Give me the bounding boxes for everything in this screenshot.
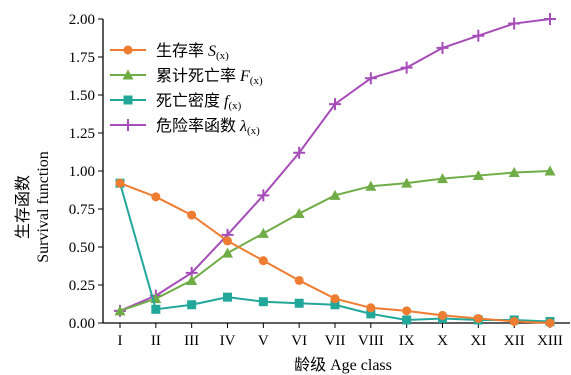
series-1-point bbox=[545, 318, 555, 328]
series-3-point bbox=[151, 304, 161, 314]
series-4-point bbox=[257, 189, 270, 202]
series-4-point bbox=[364, 72, 377, 85]
series-4-point bbox=[400, 61, 413, 74]
series-3-point bbox=[223, 292, 232, 302]
legend-item-2: 累计死亡率 F(x) bbox=[110, 67, 263, 87]
series-1-point bbox=[294, 275, 304, 285]
x-tick-label: III bbox=[184, 333, 199, 349]
series-4-point bbox=[329, 98, 341, 111]
series-2-point bbox=[222, 247, 233, 258]
legend-label-subscript: (x) bbox=[228, 100, 241, 112]
series-1-point bbox=[187, 210, 197, 220]
y-axis-title-en: Survival function bbox=[35, 151, 52, 263]
series-2-point bbox=[114, 305, 126, 316]
x-tick-label: XIII bbox=[537, 333, 563, 349]
series-4-line bbox=[119, 18, 551, 312]
series-2-point bbox=[365, 180, 377, 191]
legend-label-symbol: f bbox=[224, 93, 231, 110]
series-1-point bbox=[438, 310, 447, 320]
series-2-point bbox=[257, 227, 269, 238]
y-tick-label: 0.50 bbox=[69, 240, 95, 256]
legend-label-cn: 危险率函数 bbox=[156, 117, 240, 135]
y-tick-label: 0.00 bbox=[69, 316, 95, 332]
legend-marker bbox=[123, 95, 133, 105]
series-4-point bbox=[472, 29, 485, 42]
series-4-point bbox=[544, 13, 556, 25]
legend-label-cn: 死亡密度 bbox=[156, 92, 224, 110]
x-tick-label: VIII bbox=[358, 333, 384, 349]
legend-item-4: 危险率函数 λ(x) bbox=[110, 117, 260, 137]
legend-label-symbol: λ bbox=[239, 118, 247, 135]
series-3-point bbox=[402, 315, 412, 325]
legend-label-subscript: (x) bbox=[216, 50, 229, 62]
y-axis-title-cn: 生存函数 bbox=[14, 175, 32, 239]
x-tick-label: X bbox=[437, 333, 448, 349]
series-2-point bbox=[329, 189, 341, 200]
legend-marker bbox=[122, 69, 134, 80]
legend-label-subscript: (x) bbox=[247, 125, 260, 137]
legend-label: 累计死亡率 F(x) bbox=[156, 67, 263, 87]
series-1-point bbox=[258, 256, 268, 266]
x-tick-label: IX bbox=[399, 333, 415, 349]
x-tick-label: I bbox=[118, 333, 123, 349]
y-tick-label: 0.75 bbox=[69, 202, 95, 218]
x-tick-label: VII bbox=[325, 333, 346, 349]
y-tick-label: 2.00 bbox=[69, 12, 95, 28]
series-2-point bbox=[437, 173, 448, 184]
y-tick-label: 1.50 bbox=[69, 88, 95, 104]
legend-label-symbol: F bbox=[239, 68, 250, 85]
x-tick-label: V bbox=[258, 333, 269, 349]
legend-item-3: 死亡密度 f(x) bbox=[110, 92, 242, 112]
y-axis-title-group: 生存函数 Survival function bbox=[14, 151, 52, 263]
y-tick-label: 0.25 bbox=[69, 278, 95, 294]
legend-marker bbox=[123, 45, 133, 55]
series-2-point bbox=[508, 167, 520, 178]
series-3-point bbox=[258, 297, 268, 307]
x-tick-label: VI bbox=[291, 333, 307, 349]
series-1-point bbox=[151, 192, 161, 202]
legend-label-cn: 累计死亡率 bbox=[156, 67, 240, 85]
series-2-point bbox=[293, 208, 305, 219]
series-1-point bbox=[223, 236, 232, 246]
series-2-point bbox=[186, 274, 198, 285]
series-2-point bbox=[544, 165, 556, 176]
series-1-point bbox=[509, 316, 519, 326]
series-3 bbox=[115, 178, 555, 326]
y-tick-label: 1.25 bbox=[69, 126, 95, 142]
y-tick-label: 1.00 bbox=[69, 164, 95, 180]
y-tick-label: 1.75 bbox=[69, 50, 95, 66]
x-tick-label: II bbox=[151, 333, 161, 349]
series-2 bbox=[114, 165, 556, 316]
series-4-point bbox=[436, 41, 449, 54]
series-3-point bbox=[187, 300, 197, 310]
series-4-point bbox=[293, 146, 306, 159]
series-4-point bbox=[508, 17, 521, 30]
x-tick-label: IV bbox=[220, 333, 236, 349]
x-tick-label: XI bbox=[470, 333, 486, 349]
series-1-point bbox=[402, 306, 412, 316]
series-2-point bbox=[401, 177, 413, 188]
series-3-point bbox=[330, 300, 340, 310]
legend-label-subscript: (x) bbox=[250, 75, 263, 87]
legend-label-cn: 生存率 bbox=[156, 42, 208, 60]
series-1-point bbox=[330, 294, 340, 304]
series-1-point bbox=[115, 178, 125, 188]
legend-label: 死亡密度 f(x) bbox=[156, 92, 242, 112]
series-2-point bbox=[472, 170, 484, 181]
series-1-point bbox=[473, 313, 483, 323]
legend-item-1: 生存率 S(x) bbox=[110, 42, 229, 62]
legend-label: 危险率函数 λ(x) bbox=[156, 117, 260, 137]
x-tick-label: XII bbox=[504, 333, 525, 349]
legend-label: 生存率 S(x) bbox=[156, 42, 229, 62]
series-3-point bbox=[294, 298, 304, 308]
legend-label-symbol: S bbox=[208, 43, 216, 60]
series-1 bbox=[115, 178, 555, 328]
series-3-point bbox=[366, 309, 376, 319]
legend-marker bbox=[122, 119, 134, 131]
x-axis-title: 龄级 Age class bbox=[294, 356, 392, 374]
series-1-point bbox=[366, 303, 376, 313]
